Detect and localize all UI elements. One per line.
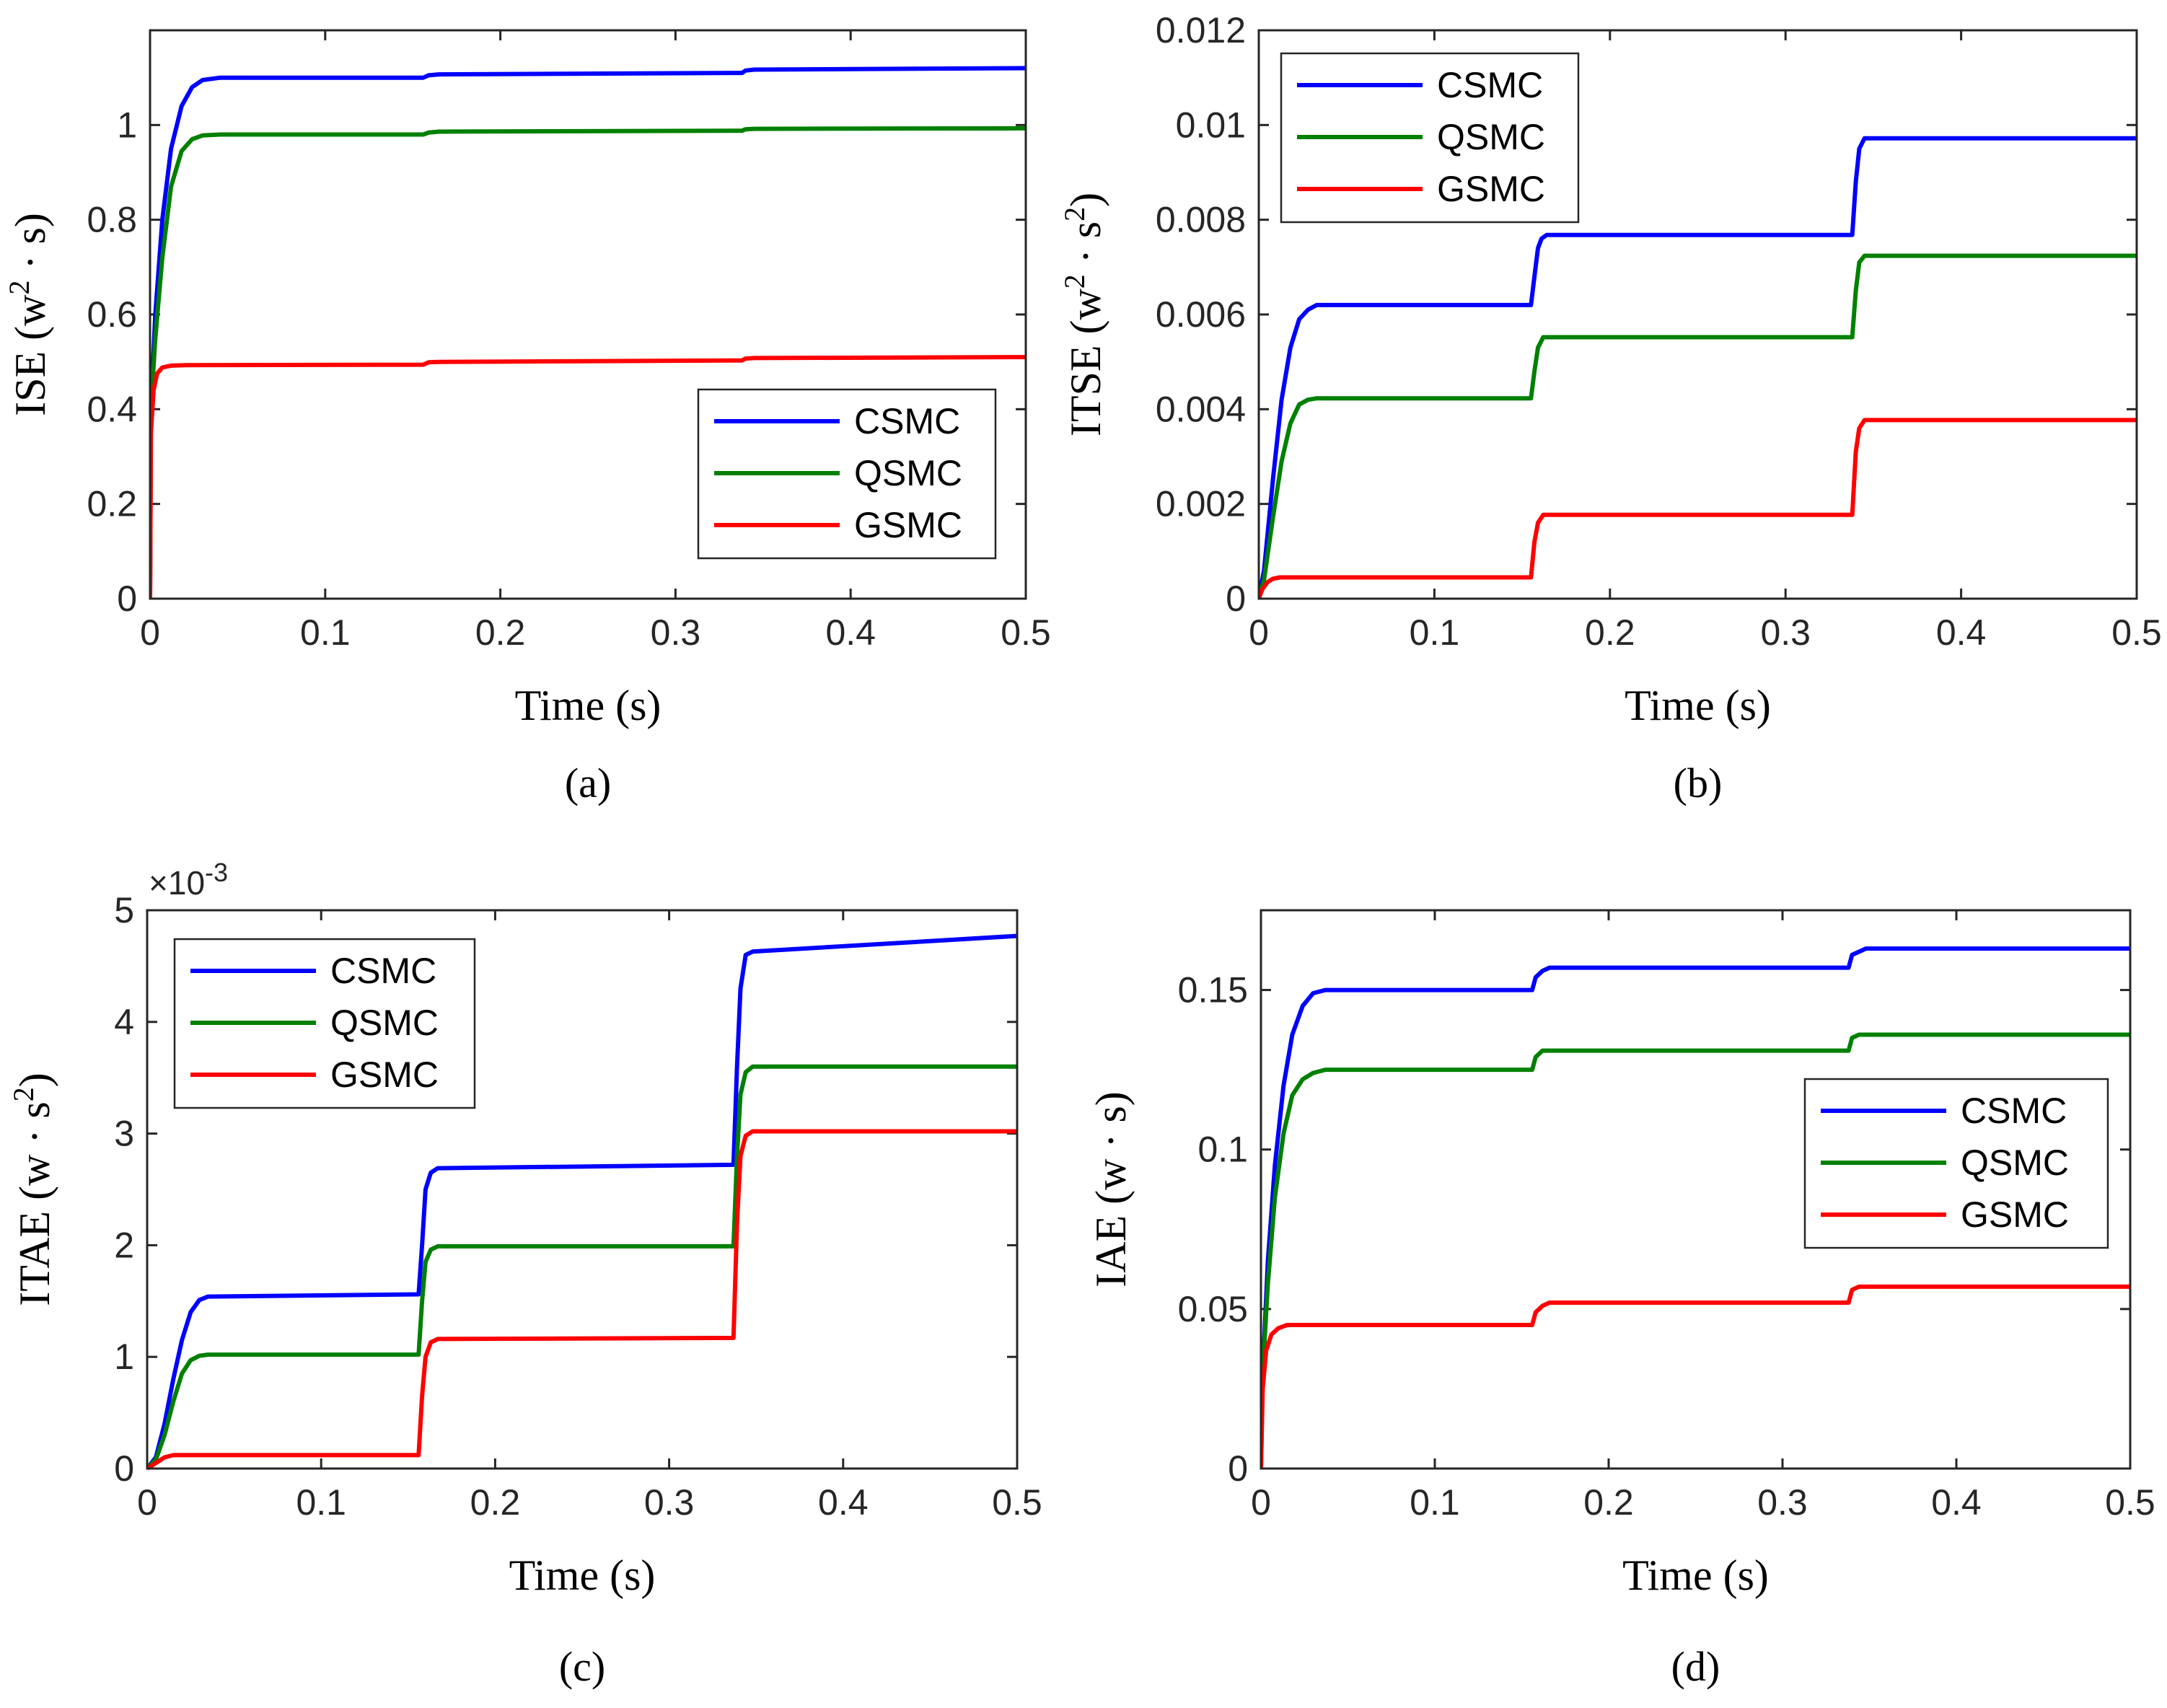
- chart-b-xtick-label: 0.4: [1936, 612, 1987, 653]
- chart-d: 0 0.1 0.2 0.3 0.4 0.5 0 0.05 0.1 0.15 CSMC QSMC GSMC…: [1087, 909, 2155, 1690]
- chart-d-ytick-label: 0: [1228, 1448, 1248, 1489]
- chart-d-xtick-label: 0: [1251, 1482, 1271, 1523]
- chart-a: 0 0.1 0.2 0.3 0.4 0.5 0 0.2 0.4 0.6 0.8 1 CSMC QSMC GS…: [3, 29, 1051, 806]
- chart-b-xtick-label: 0.5: [2111, 612, 2162, 653]
- chart-c-ytick-label: 1: [114, 1337, 134, 1377]
- chart-a-legend: CSMC QSMC GSMC: [697, 388, 997, 560]
- chart-b-series-gsmc: [1259, 418, 2137, 600]
- chart-a-xtick-label: 0: [140, 612, 160, 653]
- chart-c-legend-label-gsmc: GSMC: [330, 1055, 439, 1095]
- chart-d-caption: (d): [1671, 1643, 1720, 1690]
- chart-d-legend-label-qsmc: QSMC: [1961, 1143, 2069, 1183]
- chart-b-xtick-label: 0: [1249, 612, 1269, 653]
- chart-b-xtick-label: 0.1: [1410, 612, 1460, 653]
- chart-c-axes-frame: [146, 909, 1019, 1470]
- chart-a-ytick-label: 0: [117, 578, 137, 619]
- chart-a-series-csmc: [150, 66, 1026, 599]
- chart-a-ytick-label: 0.6: [87, 294, 137, 335]
- chart-d-ylabel: IAE (w · s): [1087, 1091, 1135, 1287]
- chart-a-ylabel: ISE (w2 · s): [3, 213, 54, 416]
- chart-d-ytick-label: 0.05: [1178, 1289, 1248, 1329]
- chart-d-series-qsmc: [1261, 1032, 2130, 1469]
- chart-d-axes-frame: [1260, 909, 2132, 1470]
- chart-a-xtick-label: 0.3: [651, 612, 701, 653]
- chart-b-xtick-label: 0.2: [1585, 612, 1635, 653]
- chart-b-ytick-label: 0.006: [1156, 294, 1246, 335]
- chart-c-xtick-label: 0.3: [644, 1482, 695, 1523]
- chart-b-axes-frame: [1257, 29, 2138, 600]
- chart-c-legend: CSMC QSMC GSMC: [173, 938, 476, 1109]
- chart-b-legend-label-gsmc: GSMC: [1437, 169, 1545, 209]
- chart-c-xtick-label: 0.4: [818, 1482, 869, 1523]
- chart-a-legend-label-gsmc: GSMC: [854, 505, 962, 545]
- chart-b-legend-label-csmc: CSMC: [1437, 65, 1543, 105]
- chart-a-xtick-label: 0.4: [825, 612, 876, 653]
- chart-a-ytick-label: 0.2: [87, 484, 137, 524]
- chart-b-ylabel: ITSE (w2 · s2): [1058, 193, 1109, 436]
- chart-a-xtick-label: 0.5: [1001, 612, 1051, 653]
- chart-a-xtick-label: 0.2: [475, 612, 526, 653]
- chart-c-xtick-label: 0.2: [470, 1482, 521, 1523]
- chart-d-ytick-label: 0.1: [1197, 1130, 1248, 1170]
- chart-b-ytick-label: 0.002: [1156, 484, 1246, 524]
- chart-c-legend-label-csmc: CSMC: [330, 951, 436, 991]
- chart-a-series-gsmc: [150, 355, 1026, 599]
- chart-c-ytick-label: 2: [114, 1225, 134, 1265]
- chart-d-xlabel: Time (s): [1622, 1551, 1769, 1599]
- chart-c-legend-label-qsmc: QSMC: [330, 1003, 439, 1043]
- chart-b-xlabel: Time (s): [1625, 682, 1771, 729]
- chart-b-legend-label-qsmc: QSMC: [1437, 117, 1545, 157]
- chart-c: 0 0.1 0.2 0.3 0.4 0.5 0 1 2 3 4 5 ×10-3 CSMC QSMC GSMC T…: [7, 858, 1042, 1690]
- chart-c-series-gsmc: [147, 1129, 1017, 1471]
- chart-a-caption: (a): [565, 760, 611, 806]
- chart-d-legend: CSMC QSMC GSMC: [1803, 1078, 2109, 1249]
- chart-c-xlabel: Time (s): [509, 1551, 656, 1599]
- chart-a-ytick-label: 1: [117, 105, 137, 145]
- chart-d-xtick-label: 0.3: [1757, 1482, 1808, 1523]
- chart-d-xtick-label: 0.1: [1410, 1482, 1460, 1523]
- chart-d-series-csmc: [1261, 946, 2130, 1469]
- chart-a-xlabel: Time (s): [515, 682, 661, 729]
- chart-d-legend-label-csmc: CSMC: [1961, 1091, 2067, 1131]
- chart-b-caption: (b): [1674, 760, 1723, 806]
- chart-a-ytick-label: 0.4: [87, 389, 137, 429]
- chart-b: 0 0.1 0.2 0.3 0.4 0.5 0 0.002 0.004 0.006 0.008 0.0…: [1058, 10, 2162, 806]
- chart-c-ylabel: ITAE (w · s2): [7, 1073, 58, 1306]
- chart-d-xtick-label: 0.2: [1583, 1482, 1634, 1523]
- chart-b-ytick-label: 0: [1226, 578, 1246, 619]
- chart-c-series-qsmc: [147, 1064, 1017, 1471]
- chart-b-series-qsmc: [1259, 253, 2137, 599]
- chart-a-ytick-label: 0.8: [87, 200, 137, 240]
- chart-c-series-csmc: [147, 933, 1017, 1470]
- chart-c-ytick-label: 5: [114, 890, 134, 930]
- chart-c-xtick-label: 0.5: [992, 1482, 1042, 1523]
- chart-a-series-qsmc: [150, 126, 1026, 599]
- chart-b-series-csmc: [1259, 136, 2137, 599]
- chart-c-ytick-label: 3: [114, 1114, 134, 1154]
- chart-d-ytick-label: 0.15: [1178, 970, 1248, 1011]
- chart-d-xtick-label: 0.5: [2105, 1482, 2155, 1523]
- chart-c-legend-box: [173, 938, 476, 1109]
- chart-b-ytick-label: 0.008: [1156, 200, 1246, 240]
- chart-c-ytick-label: 0: [114, 1448, 134, 1489]
- chart-c-ytick-label: 4: [114, 1002, 134, 1042]
- chart-b-xtick-label: 0.3: [1760, 612, 1811, 653]
- chart-a-xtick-label: 0.1: [300, 612, 351, 653]
- chart-d-xtick-label: 0.4: [1931, 1482, 1982, 1523]
- chart-a-legend-label-qsmc: QSMC: [854, 453, 962, 493]
- chart-c-xtick-label: 0.1: [296, 1482, 346, 1523]
- chart-d-series-gsmc: [1261, 1284, 2130, 1469]
- chart-b-ytick-label: 0.004: [1156, 389, 1246, 429]
- chart-a-legend-label-csmc: CSMC: [854, 401, 960, 441]
- chart-a-axes-frame: [149, 29, 1027, 600]
- chart-c-exponent-label: ×10-3: [149, 858, 228, 902]
- chart-b-ytick-label: 0.012: [1156, 10, 1246, 50]
- chart-c-xtick-label: 0: [137, 1482, 157, 1523]
- chart-b-ytick-label: 0.01: [1176, 105, 1246, 145]
- chart-d-legend-label-gsmc: GSMC: [1961, 1194, 2069, 1235]
- chart-b-legend: CSMC QSMC GSMC: [1280, 52, 1580, 224]
- chart-c-caption: (c): [559, 1643, 605, 1690]
